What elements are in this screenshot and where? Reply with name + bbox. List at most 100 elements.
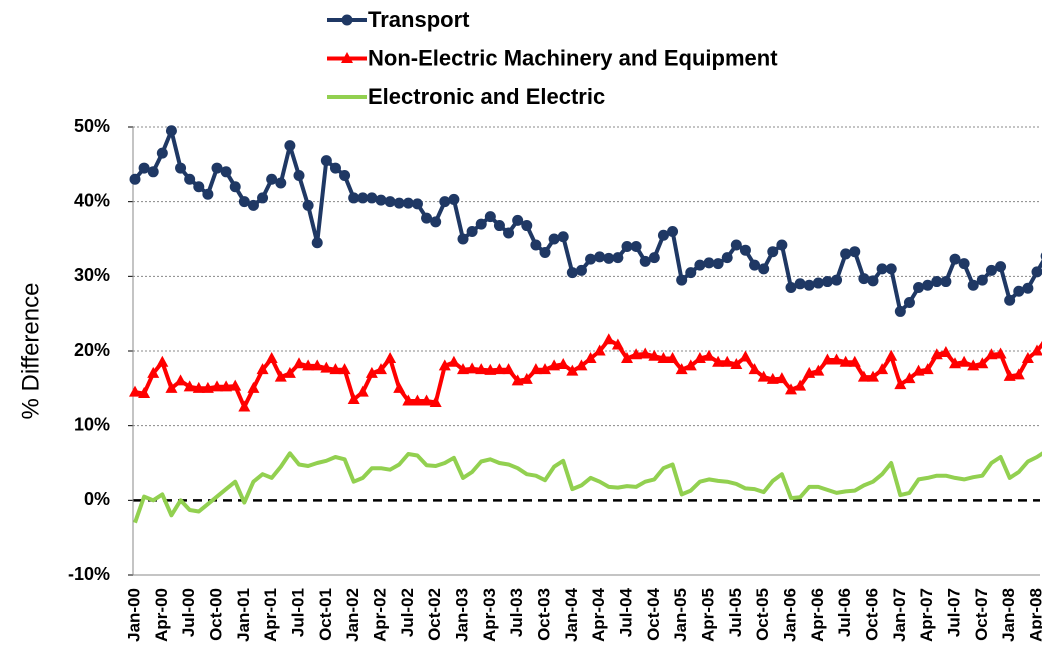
data-point: [958, 355, 971, 367]
y-tick-label: 40%: [74, 190, 110, 210]
data-point: [402, 394, 415, 406]
data-point: [211, 162, 223, 174]
data-point: [1022, 282, 1034, 294]
data-point: [311, 237, 323, 249]
data-point: [748, 363, 761, 375]
data-point: [1021, 351, 1034, 363]
data-point: [211, 380, 223, 392]
data-point: [393, 381, 406, 393]
series-line: [133, 451, 1042, 524]
data-point: [857, 370, 870, 382]
y-tick-label: 30%: [74, 265, 110, 285]
data-point: [548, 233, 560, 245]
x-tick-label: Jan-08: [999, 588, 1018, 642]
data-point: [238, 400, 251, 412]
data-point: [238, 196, 250, 208]
data-point: [1031, 344, 1042, 356]
data-point: [766, 372, 779, 384]
data-point: [302, 359, 315, 371]
data-point: [967, 279, 979, 291]
data-point: [949, 253, 961, 265]
data-point: [348, 192, 360, 204]
data-point: [165, 125, 177, 137]
data-point: [858, 273, 870, 285]
data-point: [585, 253, 597, 265]
data-point: [757, 370, 770, 382]
data-point: [894, 378, 907, 390]
data-point: [812, 364, 825, 376]
data-point: [794, 379, 807, 391]
data-point: [739, 350, 752, 362]
data-point: [357, 192, 369, 204]
data-point: [411, 198, 423, 210]
data-point: [274, 370, 287, 382]
y-tick-label: 0%: [84, 489, 110, 509]
data-point: [912, 364, 925, 376]
x-tick-label: Jan-00: [124, 588, 143, 642]
data-point: [739, 244, 751, 256]
data-point: [411, 394, 424, 406]
data-point: [202, 188, 214, 200]
x-tick-label: Jan-06: [780, 588, 799, 642]
data-point: [840, 248, 852, 260]
data-point: [876, 363, 889, 375]
data-point: [247, 199, 259, 211]
data-point: [511, 374, 524, 386]
x-tick-label: Jan-05: [671, 588, 690, 642]
x-tick-label: Jan-02: [343, 588, 362, 642]
data-point: [265, 351, 278, 363]
data-point: [156, 355, 169, 367]
data-point: [174, 374, 187, 386]
data-point: [685, 267, 697, 279]
data-point: [867, 275, 879, 287]
y-axis-label: % Difference: [17, 283, 44, 420]
data-point: [730, 239, 742, 251]
data-point: [429, 396, 442, 408]
data-point: [539, 363, 551, 375]
legend-marker: [341, 14, 353, 26]
data-point: [175, 162, 187, 174]
data-point: [512, 214, 524, 226]
data-point: [949, 357, 961, 369]
x-tick-label: Jan-07: [890, 588, 909, 642]
data-point: [147, 166, 159, 178]
data-point: [639, 255, 651, 267]
x-tick-label: Jul-06: [835, 588, 854, 637]
data-point: [639, 347, 652, 359]
data-point: [803, 279, 815, 291]
data-point: [129, 385, 141, 397]
data-point: [566, 364, 579, 376]
data-point: [311, 359, 324, 371]
data-point: [775, 372, 788, 384]
data-point: [530, 239, 542, 251]
data-point: [393, 197, 405, 209]
data-point: [448, 193, 460, 205]
data-point: [821, 276, 833, 288]
data-point: [484, 211, 496, 223]
data-point: [420, 394, 433, 406]
x-tick-label: Oct-00: [206, 588, 225, 641]
data-point: [293, 357, 305, 369]
data-point: [812, 277, 824, 289]
series-line: [133, 128, 1042, 314]
data-point: [985, 348, 998, 360]
data-point: [1031, 266, 1042, 278]
data-point: [557, 231, 569, 243]
data-point: [666, 351, 679, 363]
data-point: [703, 257, 715, 269]
data-point: [630, 240, 642, 252]
data-point: [657, 229, 669, 241]
data-point: [830, 353, 843, 365]
x-tick-label: Jul-01: [288, 588, 307, 637]
x-tick-label: Jul-05: [726, 588, 745, 637]
data-point: [758, 263, 770, 275]
data-point: [594, 251, 606, 263]
data-point: [621, 240, 633, 252]
y-tick-label: 50%: [74, 116, 110, 136]
data-point: [767, 246, 779, 258]
data-point: [229, 379, 242, 391]
x-tick-label: Jul-02: [398, 588, 417, 637]
series-line: [134, 337, 1042, 409]
data-point: [885, 263, 897, 275]
